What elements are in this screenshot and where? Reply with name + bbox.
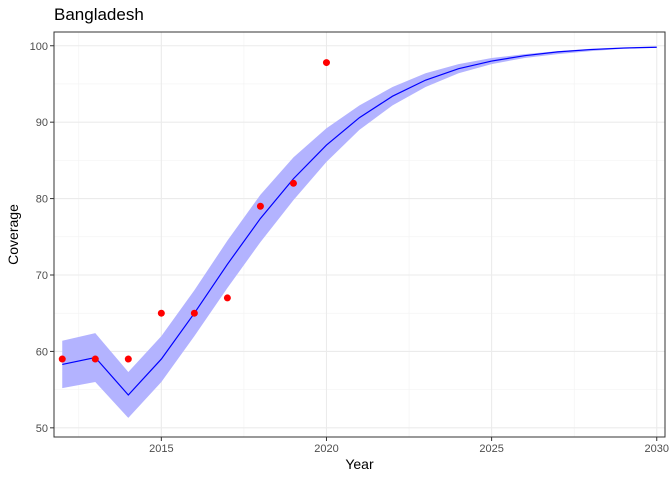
y-tick-label: 90 [36, 117, 48, 129]
confidence-band [62, 46, 657, 418]
data-point [223, 294, 231, 302]
confidence-band-area [62, 46, 657, 418]
x-axis: 2015 2020 2025 2030 [149, 437, 669, 455]
trend-line [62, 46, 657, 396]
x-tick-label: 2020 [314, 443, 338, 455]
y-axis: 50 60 70 80 90 100 [30, 41, 54, 435]
plot-border [53, 31, 666, 438]
y-tick-label: 70 [36, 270, 48, 282]
chart-title: Bangladesh [54, 5, 144, 24]
y-axis-label: Coverage [5, 204, 21, 265]
y-tick-label: 60 [36, 346, 48, 358]
y-tick-label: 80 [36, 194, 48, 206]
data-point [124, 355, 132, 363]
data-point [322, 59, 330, 67]
observed-points [58, 59, 330, 363]
data-point [190, 309, 198, 317]
data-point [289, 179, 297, 187]
y-tick-label: 100 [30, 41, 48, 53]
data-point [256, 202, 264, 210]
data-point [58, 355, 66, 363]
y-tick-label: 50 [36, 423, 48, 435]
trend-line-path [62, 46, 657, 396]
x-tick-label: 2025 [479, 443, 503, 455]
data-point [91, 355, 99, 363]
data-point [157, 309, 165, 317]
x-tick-label: 2030 [645, 443, 669, 455]
x-tick-label: 2015 [149, 443, 173, 455]
x-axis-label: Year [345, 456, 374, 472]
